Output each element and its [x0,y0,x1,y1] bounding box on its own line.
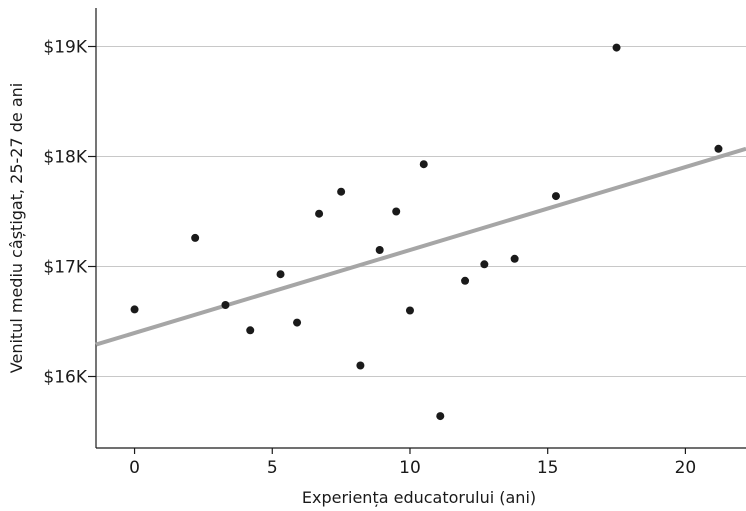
x-tick-label-2: 10 [399,458,421,478]
data-point-8 [356,361,365,370]
data-points [130,43,723,421]
x-tick-label-4: 20 [675,458,697,478]
data-point-18 [612,43,621,52]
data-point-0 [130,305,139,314]
data-point-1 [191,233,200,242]
x-tick-label-0: 0 [129,458,140,478]
data-point-9 [375,246,384,254]
data-point-15 [480,260,489,269]
data-point-16 [510,254,519,263]
data-point-2 [221,301,230,309]
y-tick-label-1: $17K [43,258,87,278]
y-tick-label-0: $16K [43,368,87,388]
data-point-11 [405,306,414,315]
data-point-5 [293,318,302,327]
x-tick-label-1: 5 [267,458,278,478]
grid-lines [96,46,746,377]
trend-line-segment [95,146,746,347]
data-point-12 [419,160,428,169]
data-point-13 [436,412,445,421]
x-tick-label-3: 15 [537,458,559,478]
y-axis-title: Venitul mediu câștigat, 25-27 de ani [7,83,26,373]
data-point-7 [337,187,346,196]
axes [95,8,746,449]
trend-line [95,146,746,347]
x-axis-title: Experiența educatorului (ani) [302,488,536,507]
data-point-10 [392,207,401,216]
y-tick-label-2: $18K [43,148,87,168]
data-point-14 [461,276,470,285]
data-point-19 [714,144,723,153]
y-tick-label-3: $19K [43,38,87,58]
data-point-17 [551,192,560,201]
data-point-4 [276,270,285,279]
data-point-6 [315,209,324,218]
x-axis-ticks: 0 5 10 15 20 [129,448,696,478]
y-axis-ticks: $16K $17K $18K $19K [43,38,96,388]
data-point-3 [246,326,255,335]
